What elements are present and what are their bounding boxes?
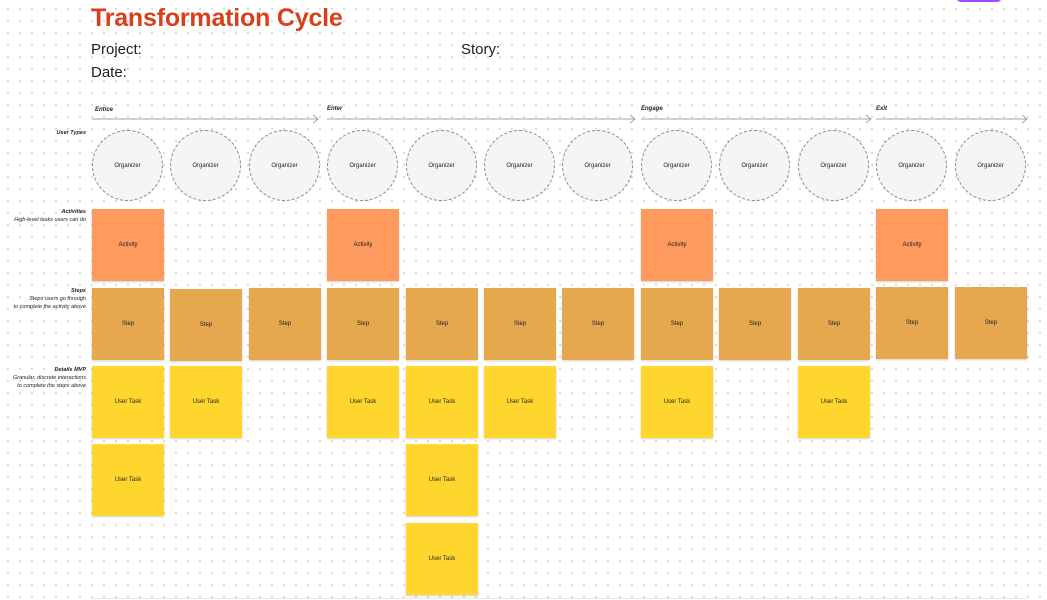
row-label-user-types: User Types bbox=[0, 129, 86, 137]
user-task-sticky[interactable]: User Task bbox=[406, 444, 478, 516]
user-type-circle[interactable]: Organizer bbox=[719, 130, 790, 201]
user-type-circle[interactable]: Organizer bbox=[92, 130, 163, 201]
row-title-steps: Steps bbox=[71, 288, 86, 294]
row-title-details: Details MVP bbox=[54, 367, 86, 373]
user-type-circle[interactable]: Organizer bbox=[406, 130, 477, 201]
project-label[interactable]: Project: bbox=[91, 41, 142, 58]
phase-arrow-engage[interactable] bbox=[640, 114, 874, 124]
step-sticky[interactable]: Step bbox=[170, 289, 242, 361]
step-sticky[interactable]: Step bbox=[955, 287, 1027, 359]
phase-label-exit[interactable]: Exit bbox=[876, 106, 888, 112]
step-sticky[interactable]: Step bbox=[641, 288, 713, 360]
activity-sticky[interactable]: Activity bbox=[641, 209, 713, 281]
user-type-circle[interactable]: Organizer bbox=[955, 130, 1026, 201]
step-sticky[interactable]: Step bbox=[876, 287, 948, 359]
user-task-sticky[interactable]: User Task bbox=[170, 366, 242, 438]
row-subtitle-activities: High-level tasks users can do bbox=[14, 217, 86, 223]
user-type-circle[interactable]: Organizer bbox=[170, 130, 241, 201]
phase-arrow-exit[interactable] bbox=[875, 114, 1031, 124]
step-sticky[interactable]: Step bbox=[92, 288, 164, 360]
board-title[interactable]: Transformation Cycle bbox=[91, 4, 343, 32]
user-task-sticky[interactable]: User Task bbox=[92, 444, 164, 516]
user-task-sticky[interactable]: User Task bbox=[92, 366, 164, 438]
user-type-circle[interactable]: Organizer bbox=[876, 130, 947, 201]
activity-sticky[interactable]: Activity bbox=[876, 209, 948, 281]
user-type-circle[interactable]: Organizer bbox=[562, 130, 633, 201]
row-subtitle-steps-1: Steps users go through bbox=[29, 296, 86, 302]
row-title-user-types: User Types bbox=[56, 130, 86, 136]
user-type-circle[interactable]: Organizer bbox=[641, 130, 712, 201]
date-label[interactable]: Date: bbox=[91, 64, 127, 81]
phase-arrow-enter[interactable] bbox=[326, 114, 638, 124]
user-type-circle[interactable]: Organizer bbox=[484, 130, 555, 201]
user-task-sticky[interactable]: User Task bbox=[406, 366, 478, 438]
step-sticky[interactable]: Step bbox=[327, 288, 399, 360]
user-task-sticky[interactable]: User Task bbox=[327, 366, 399, 438]
row-subtitle-details-2: to complete the steps above bbox=[17, 383, 86, 389]
user-task-sticky[interactable]: User Task bbox=[484, 366, 556, 438]
step-sticky[interactable]: Step bbox=[406, 288, 478, 360]
phase-arrow-entice[interactable] bbox=[91, 114, 321, 124]
activity-sticky[interactable]: Activity bbox=[327, 209, 399, 281]
user-type-circle[interactable]: Organizer bbox=[327, 130, 398, 201]
step-sticky[interactable]: Step bbox=[249, 288, 321, 360]
user-task-sticky[interactable]: User Task bbox=[641, 366, 713, 438]
step-sticky[interactable]: Step bbox=[484, 288, 556, 360]
story-label[interactable]: Story: bbox=[461, 41, 501, 58]
row-subtitle-steps-2: to complete the activity above bbox=[13, 304, 86, 310]
step-sticky[interactable]: Step bbox=[562, 288, 634, 360]
row-label-activities: Activities High-level tasks users can do bbox=[0, 208, 86, 224]
board-bottom-divider bbox=[91, 598, 1027, 599]
phase-label-engage[interactable]: Engage bbox=[641, 106, 663, 112]
row-subtitle-details-1: Granular, discrete interactions bbox=[12, 375, 86, 381]
collaborator-badge[interactable] bbox=[956, 0, 1002, 2]
activity-sticky[interactable]: Activity bbox=[92, 209, 164, 281]
step-sticky[interactable]: Step bbox=[719, 288, 791, 360]
row-label-details: Details MVP Granular, discrete interacti… bbox=[0, 366, 86, 390]
step-sticky[interactable]: Step bbox=[798, 288, 870, 360]
row-title-activities: Activities bbox=[61, 209, 86, 215]
user-task-sticky[interactable]: User Task bbox=[798, 366, 870, 438]
phase-label-enter[interactable]: Enter bbox=[327, 106, 343, 112]
user-type-circle[interactable]: Organizer bbox=[798, 130, 869, 201]
user-task-sticky[interactable]: User Task bbox=[406, 523, 478, 595]
user-type-circle[interactable]: Organizer bbox=[249, 130, 320, 201]
row-label-steps: Steps Steps users go through to complete… bbox=[0, 287, 86, 311]
phase-label-entice[interactable]: Entice bbox=[95, 107, 114, 113]
